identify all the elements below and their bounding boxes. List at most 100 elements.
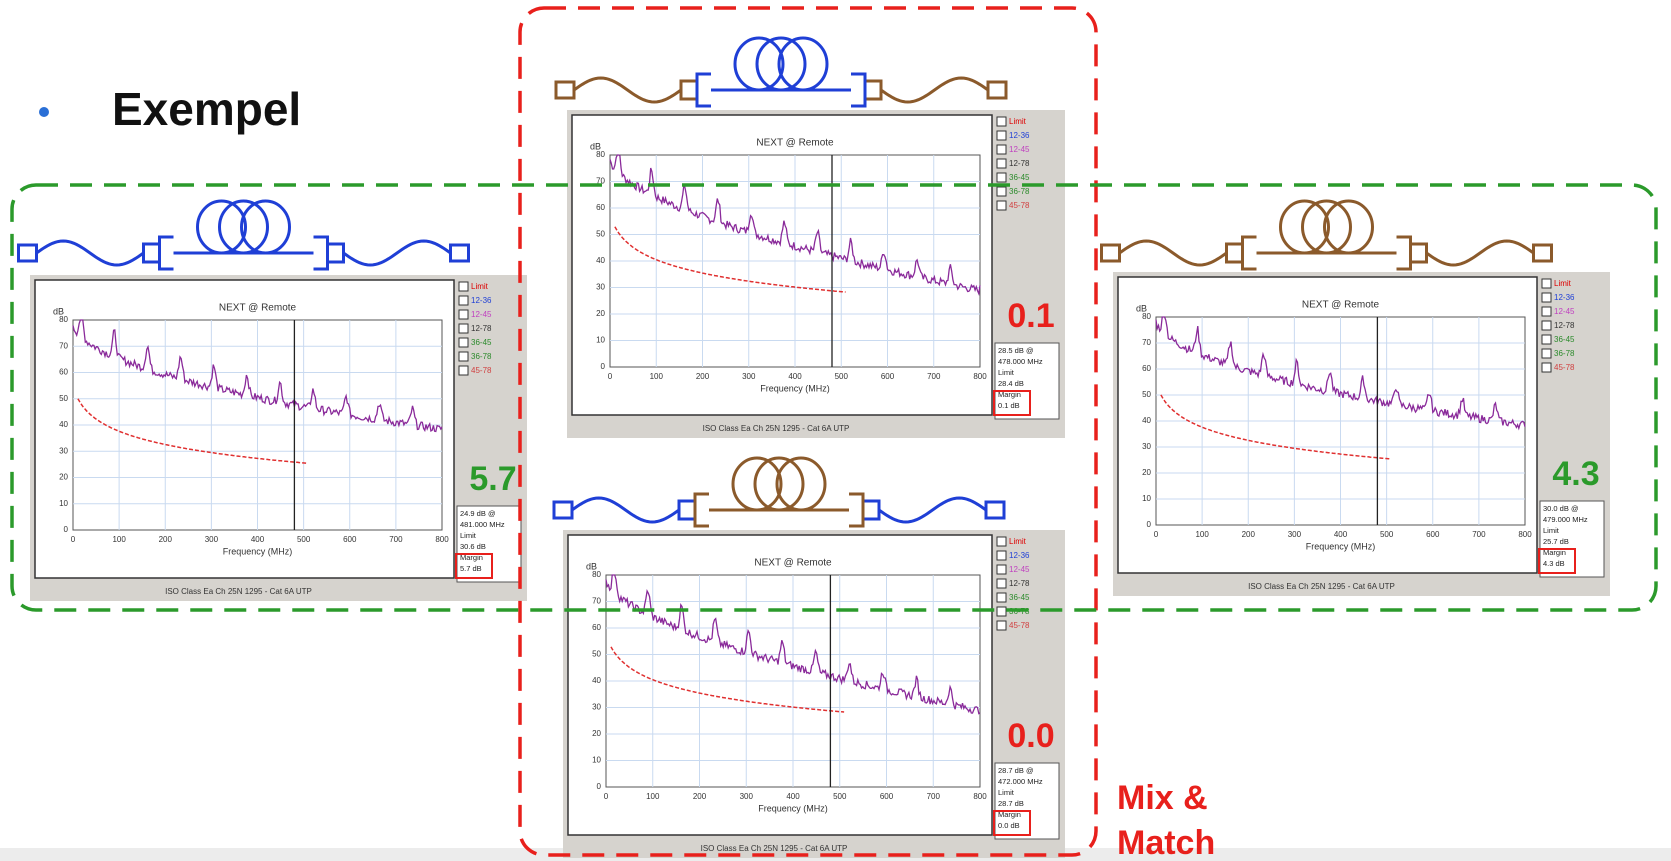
x-tick-label: 100 xyxy=(112,535,126,544)
bullet-text: Exempel xyxy=(112,83,301,135)
readout-line: 0.0 dB xyxy=(998,821,1020,830)
y-tick-label: 70 xyxy=(592,597,601,606)
patch-cord xyxy=(880,76,989,104)
legend-entry: 12-45 xyxy=(1009,145,1030,154)
readout-line: Margin xyxy=(998,390,1021,399)
legend-checkbox xyxy=(458,365,469,376)
legend-checkbox xyxy=(1541,320,1552,331)
y-tick-label: 80 xyxy=(596,150,605,159)
legend-checkbox xyxy=(996,158,1007,169)
legend-checkbox xyxy=(1541,306,1552,317)
x-tick-label: 700 xyxy=(927,792,941,801)
y-tick-label: 30 xyxy=(1142,442,1151,451)
x-tick-label: 500 xyxy=(297,535,311,544)
legend-checkbox xyxy=(458,351,469,362)
green-frame xyxy=(10,183,1658,612)
x-tick-label: 700 xyxy=(927,372,941,381)
cable-loop xyxy=(1323,199,1374,255)
caption-line: Match xyxy=(1117,824,1215,861)
x-tick-label: 800 xyxy=(1518,530,1532,539)
readout-line: 4.3 dB xyxy=(1543,559,1565,568)
chart-title: NEXT @ Remote xyxy=(219,303,297,314)
legend-checkbox xyxy=(1541,292,1552,303)
margin-result: 5.7 xyxy=(469,460,516,498)
patch-cord xyxy=(571,496,680,524)
connector-plug xyxy=(679,79,699,101)
measured-trace xyxy=(72,319,443,433)
legend-entry: 12-78 xyxy=(471,324,492,333)
cable-loop xyxy=(240,199,291,255)
y-tick-label: 60 xyxy=(592,623,601,632)
x-tick-label: 400 xyxy=(788,372,802,381)
margin-highlight xyxy=(455,553,493,579)
jack xyxy=(158,235,174,271)
patch-cord xyxy=(573,76,682,104)
legend-entry: 12-36 xyxy=(1554,293,1575,302)
x-tick-label: 600 xyxy=(1426,530,1440,539)
x-tick-label: 800 xyxy=(973,792,987,801)
readout-line: Margin xyxy=(460,553,483,562)
x-tick-label: 700 xyxy=(1472,530,1486,539)
legend-checkbox xyxy=(458,281,469,292)
y-tick-label: 80 xyxy=(592,570,601,579)
patch-cord xyxy=(1118,239,1228,267)
connector-plug xyxy=(142,242,161,264)
x-tick-label: 800 xyxy=(435,535,449,544)
bullet-dot xyxy=(39,107,49,117)
x-tick-label: 800 xyxy=(973,372,987,381)
margin-highlight xyxy=(993,810,1031,836)
x-tick-label: 200 xyxy=(1242,530,1256,539)
connector-end xyxy=(984,500,1006,520)
legend-entry: 45-78 xyxy=(471,366,492,375)
legend-checkbox xyxy=(458,323,469,334)
cable-loop xyxy=(753,456,805,512)
margin-result: 0.1 xyxy=(1007,297,1054,335)
patch-cord xyxy=(878,496,987,524)
readout-line: Margin xyxy=(1543,548,1566,557)
x-axis-label: Frequency (MHz) xyxy=(223,546,293,556)
y-tick-label: 50 xyxy=(1142,390,1151,399)
patch-cord xyxy=(35,239,145,267)
y-tick-label: 80 xyxy=(59,315,68,324)
y-unit: dB xyxy=(1136,303,1147,313)
y-tick-label: 60 xyxy=(596,203,605,212)
readout-line: Margin xyxy=(998,810,1021,819)
legend-checkbox xyxy=(996,144,1007,155)
x-tick-label: 100 xyxy=(646,792,660,801)
readout-line: 472.000 MHz xyxy=(998,777,1043,786)
legend-checkbox xyxy=(996,620,1007,631)
readout-box xyxy=(1539,500,1605,578)
y-tick-label: 40 xyxy=(596,256,605,265)
legend-checkbox xyxy=(1541,348,1552,359)
legend-entry: 12-45 xyxy=(1009,565,1030,574)
legend-checkbox xyxy=(996,606,1007,617)
jack xyxy=(1241,235,1257,271)
x-tick-label: 400 xyxy=(251,535,265,544)
legend-checkbox xyxy=(458,309,469,320)
x-tick-label: 500 xyxy=(833,792,847,801)
margin-highlight xyxy=(993,390,1031,416)
red-frame xyxy=(518,6,1098,857)
legend-entry: 12-36 xyxy=(471,296,492,305)
y-tick-label: 30 xyxy=(59,446,68,455)
x-tick-label: 300 xyxy=(742,372,756,381)
readout-line: 478.000 MHz xyxy=(998,357,1043,366)
readout-line: 30.6 dB xyxy=(460,542,486,551)
y-tick-label: 20 xyxy=(59,473,68,482)
legend-checkbox xyxy=(996,592,1007,603)
x-tick-label: 600 xyxy=(880,792,894,801)
jack xyxy=(1396,235,1412,271)
y-tick-label: 10 xyxy=(59,499,68,508)
patch-cord xyxy=(1425,239,1535,267)
y-tick-label: 70 xyxy=(59,341,68,350)
cable-loop xyxy=(1279,199,1330,255)
limit-curve xyxy=(610,646,845,713)
connector-end xyxy=(1532,243,1553,263)
readout-box xyxy=(456,505,522,583)
legend-checkbox xyxy=(996,578,1007,589)
legend-entry: 36-45 xyxy=(1009,593,1030,602)
cable-loop xyxy=(755,36,807,92)
